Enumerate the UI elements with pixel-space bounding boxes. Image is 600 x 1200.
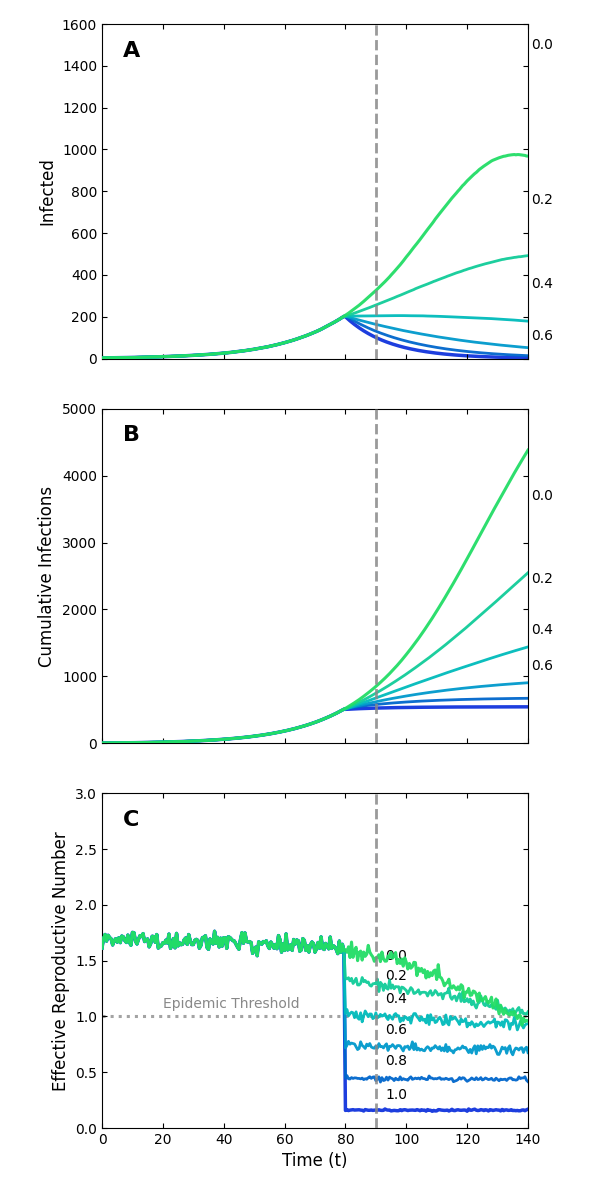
Text: 0.4: 0.4 xyxy=(531,277,553,292)
Text: 0.0: 0.0 xyxy=(531,488,553,503)
Text: C: C xyxy=(124,810,140,830)
Text: 0.0: 0.0 xyxy=(385,949,407,964)
Text: 0.4: 0.4 xyxy=(385,991,407,1006)
Text: B: B xyxy=(124,426,140,445)
Text: 0.2: 0.2 xyxy=(385,970,407,983)
Y-axis label: Effective Reproductive Number: Effective Reproductive Number xyxy=(52,830,70,1091)
Text: 0.6: 0.6 xyxy=(531,659,553,673)
Text: 0.0: 0.0 xyxy=(531,38,553,52)
Text: 0.2: 0.2 xyxy=(531,572,553,587)
Text: 0.6: 0.6 xyxy=(531,329,553,343)
Y-axis label: Infected: Infected xyxy=(38,157,56,226)
Text: A: A xyxy=(124,41,140,61)
Text: 0.2: 0.2 xyxy=(531,193,553,206)
Text: Epidemic Threshold: Epidemic Threshold xyxy=(163,996,299,1010)
Text: 0.8: 0.8 xyxy=(385,1054,407,1068)
Text: 0.6: 0.6 xyxy=(385,1022,407,1037)
Y-axis label: Cumulative Infections: Cumulative Infections xyxy=(38,486,56,666)
Text: 0.4: 0.4 xyxy=(531,623,553,636)
Text: 1.0: 1.0 xyxy=(385,1087,407,1102)
X-axis label: Time (t): Time (t) xyxy=(282,1152,348,1170)
